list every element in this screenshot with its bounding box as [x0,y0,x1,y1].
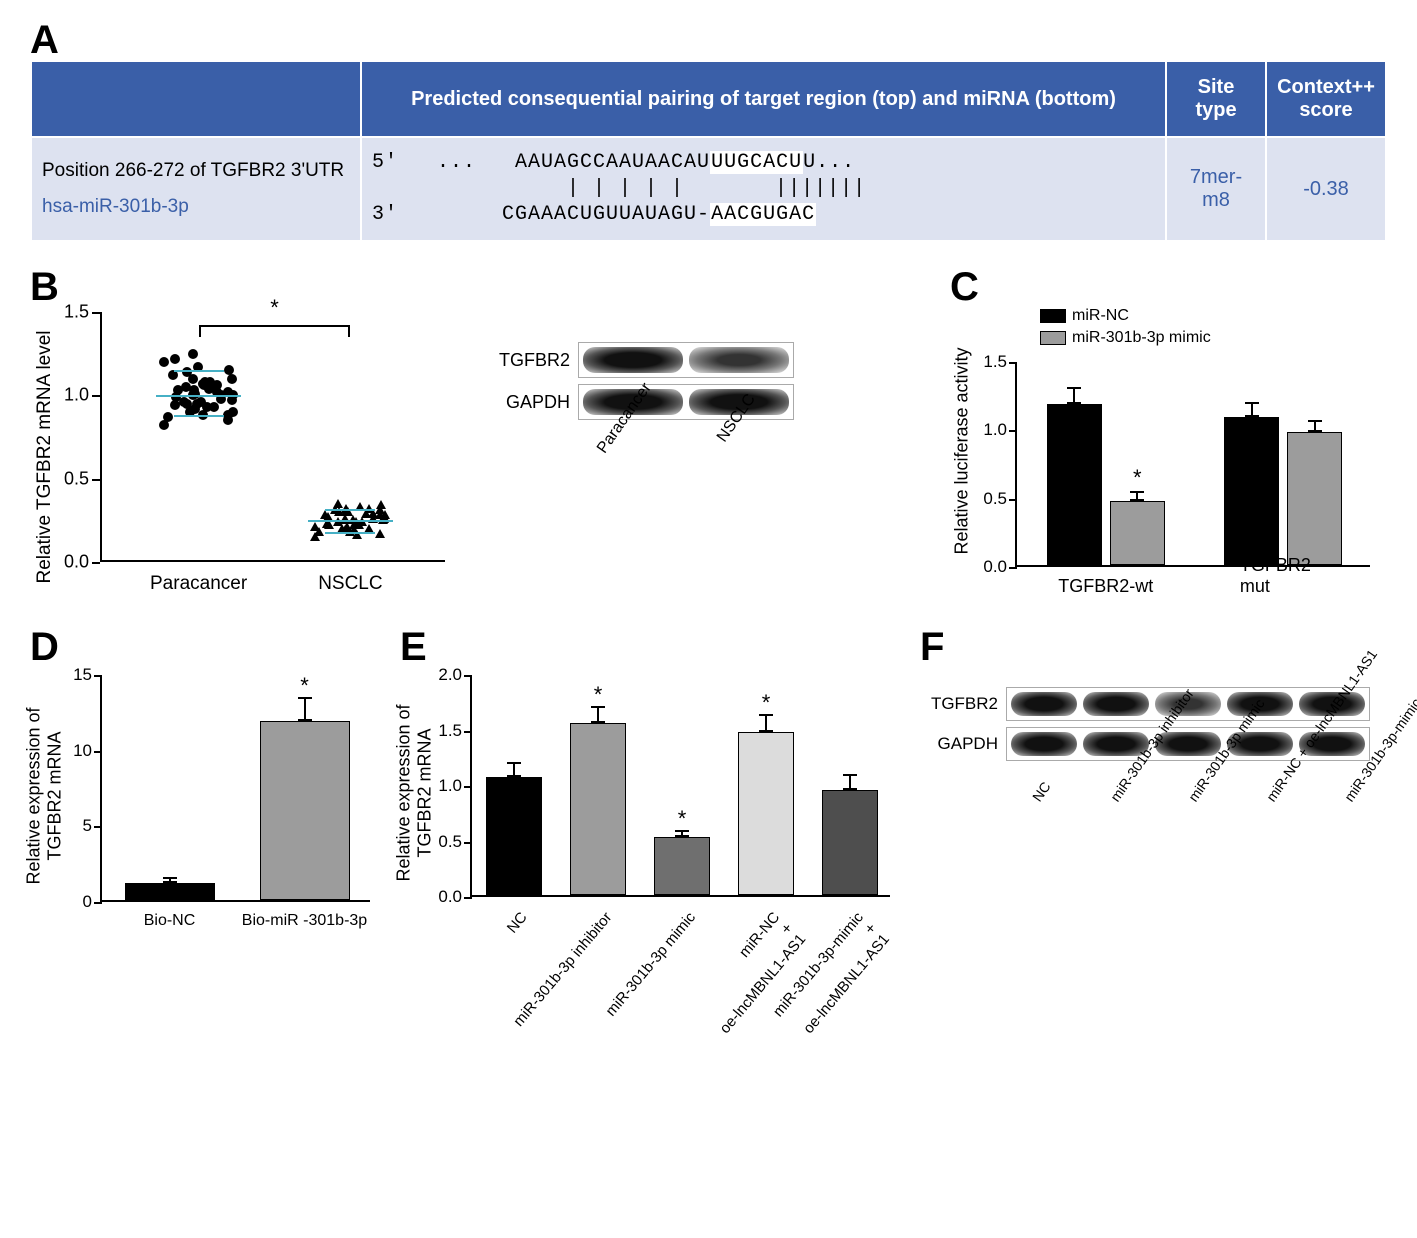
tgfbr2-expression-bar-chart: Relative expression ofTGFBR2 mRNA 0.00.5… [400,667,900,1087]
chart-c-ylabel: Relative luciferase activity [952,347,973,554]
blot-band [583,347,683,373]
seq-top-suffix: U... [803,151,855,174]
panel-c-label: C [950,267,1387,307]
mirna-label: hsa-miR-301b-3p [42,196,350,218]
chart-e-axes: 0.00.51.01.52.0NC*miR-301b-3p inhibitor*… [470,675,890,897]
luciferase-bar-chart: Relative luciferase activity 0.00.51.01.… [950,307,1380,607]
panel-a: A Predicted consequential pairing of tar… [30,20,1387,242]
panel-b-label: B [30,267,940,307]
sequence-block: 5' ... AAUAGCCAAUAACAUUUGCACUU... | | | … [372,146,866,232]
chart-d-axes: 051015Bio-NC*Bio-miR -301b-3p [100,675,370,902]
seq-top-prefix: 5' ... AAUAGCCAAUAACAU [372,151,710,174]
chart-c-axes: 0.00.51.01.5*TGFBR2-wtTGFBR2-mut [1015,362,1370,567]
blot-row-label: TGFBR2 [480,350,570,371]
table-header: Context++ score [1266,61,1386,137]
blot-row-label: GAPDH [480,392,570,413]
blot-category-labels: Paracancer NSCLC [578,426,796,496]
panel-d-label: D [30,627,390,667]
pairing-table: Predicted consequential pairing of targe… [30,60,1387,242]
blot-row-label: TGFBR2 [920,694,998,714]
site-type-cell: 7mer-m8 [1166,137,1266,241]
panel-f-label: F [920,627,1390,667]
seq-bot-highlight: AACGUGAC [710,203,816,226]
legend-swatch [1040,331,1066,345]
blot-category-labels: NCmiR-301b-3p inhibitormiR-301b-3p mimic… [1006,767,1390,917]
context-score-cell: -0.38 [1266,137,1386,241]
scatter-axes: 0.00.51.01.5ParacancerNSCLC* [100,312,445,562]
panel-d: D Relative expression ofTGFBR2 mRNA 0510… [30,627,390,947]
legend-label: miR-NC [1072,307,1129,325]
legend-swatch [1040,309,1066,323]
panel-e-label: E [400,627,910,667]
seq-bot-prefix: 3' CGAAACUGUUAUAGU- [372,203,710,226]
table-header: Site type [1166,61,1266,137]
chart-c-legend: miR-NC miR-301b-3p mimic [1040,307,1211,351]
seq-top-highlight: UUGCACU [710,151,803,174]
panel-f-western-blot: TGFBR2 GAPDH NCmiR-301b-3p inhibitormiR-… [920,687,1390,917]
seq-pipes: | | | | | ||||||| [372,176,866,202]
panel-e: E Relative expression ofTGFBR2 mRNA 0.00… [400,627,910,1087]
table-header: Predicted consequential pairing of targe… [361,61,1166,137]
legend-label: miR-301b-3p mimic [1072,329,1211,347]
panel-c: C Relative luciferase activity 0.00.51.0… [950,267,1387,607]
figure-root: A Predicted consequential pairing of tar… [30,20,1387,1087]
table-header [31,61,361,137]
chart-d-ylabel: Relative expression ofTGFBR2 mRNA [23,707,64,884]
sequence-pairing-cell: 5' ... AAUAGCCAAUAACAUUUGCACUU... | | | … [361,137,1166,241]
target-position-label: Position 266-272 of TGFBR2 3'UTR [42,160,350,182]
blot-band [689,347,789,373]
panel-b-western-blot: TGFBR2 GAPDH Paracan [480,342,796,496]
tgfbr2-mrna-scatter: Relative TGFBR2 mRNA level 0.00.51.01.5P… [30,307,450,607]
panel-a-label: A [30,20,1387,60]
blot-row-label: GAPDH [920,734,998,754]
scatter-y-label: Relative TGFBR2 mRNA level [34,330,56,583]
pulldown-bar-chart: Relative expression ofTGFBR2 mRNA 051015… [30,667,380,947]
chart-e-ylabel: Relative expression ofTGFBR2 mRNA [393,704,434,881]
panel-b: B Relative TGFBR2 mRNA level 0.00.51.01.… [30,267,940,607]
panel-f: F TGFBR2 GAPDH NCmiR-301b-3p inhibitormi… [920,627,1390,917]
sequence-row-labels: Position 266-272 of TGFBR2 3'UTR hsa-miR… [31,137,361,241]
